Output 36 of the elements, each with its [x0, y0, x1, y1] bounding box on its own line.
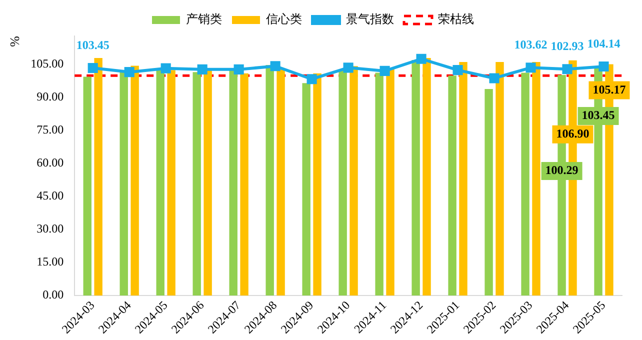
point: [416, 54, 426, 64]
data-label: 105.17: [592, 82, 626, 96]
data-label: 103.45: [76, 38, 110, 52]
point: [270, 61, 280, 72]
y-tick-label: 0.00: [42, 288, 64, 302]
legend-label: 景气指数: [346, 12, 394, 26]
data-label: 103.62: [514, 38, 548, 52]
data-label: 100.29: [545, 163, 578, 178]
legend-label: 产销类: [186, 12, 222, 26]
y-tick-label: 15.00: [36, 254, 64, 269]
data-label: 104.14: [587, 36, 620, 51]
y-tick-label: 75.00: [36, 122, 64, 137]
point: [234, 64, 244, 74]
y-tick-label: 30.00: [36, 222, 64, 236]
point: [88, 62, 98, 74]
point: [598, 61, 609, 72]
point: [160, 63, 171, 74]
legend-label: 信心类: [266, 12, 302, 26]
point: [380, 66, 390, 76]
y-tick-label: 60.00: [36, 156, 64, 170]
legend-label: 荣枯线: [438, 12, 474, 26]
point: [306, 74, 317, 84]
data-label: 102.93: [550, 39, 584, 54]
y-axis-title: %: [7, 36, 22, 47]
data-label: 103.45: [582, 108, 615, 122]
point: [526, 62, 536, 73]
point: [489, 73, 500, 84]
y-tick-label: 45.00: [36, 188, 64, 203]
y-tick-label: 105.00: [30, 56, 64, 71]
y-tick-label: 90.00: [36, 90, 64, 104]
data-label: 106.90: [556, 126, 590, 141]
point: [343, 62, 354, 73]
point: [562, 64, 572, 74]
point: [124, 67, 134, 78]
point: [197, 64, 208, 74]
point: [452, 65, 463, 76]
